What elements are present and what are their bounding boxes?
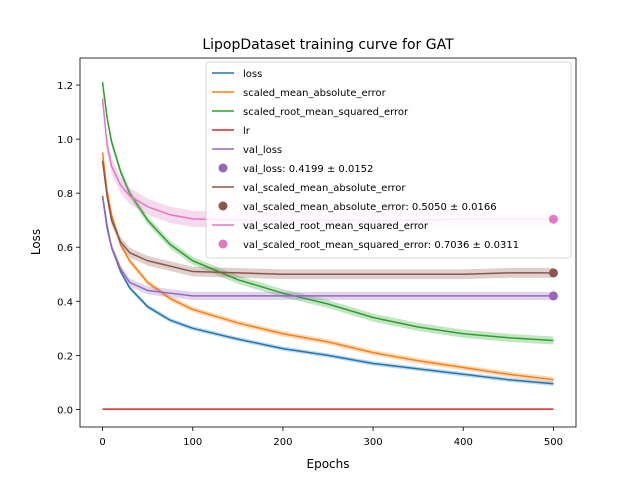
y-tick-label-0: 0.0 bbox=[57, 405, 73, 416]
x-tick-label-3: 300 bbox=[364, 437, 383, 448]
x-tick-label-1: 100 bbox=[183, 437, 202, 448]
series-line-scaled-root-mean-squared-error bbox=[101, 82, 554, 342]
legend-swatch-5 bbox=[218, 163, 228, 173]
legend-label-0: loss bbox=[243, 69, 262, 80]
x-tick-label-5: 500 bbox=[544, 437, 563, 448]
x-tick-label-4: 400 bbox=[454, 437, 473, 448]
legend-label-8: val_scaled_root_mean_squared_error bbox=[243, 221, 429, 232]
legend-swatch-7 bbox=[218, 201, 228, 211]
legend-label-3: lr bbox=[243, 126, 251, 137]
y-tick-label-6: 1.2 bbox=[57, 81, 73, 92]
legend-label-4: val_loss bbox=[243, 145, 282, 156]
series-line-val-loss bbox=[101, 195, 554, 297]
legend: loss scaled_mean_absolute_error scaled_roo… bbox=[205, 61, 572, 259]
x-tick-label-2: 200 bbox=[273, 437, 292, 448]
legend-box bbox=[205, 61, 572, 259]
series-band-val-loss bbox=[102, 191, 554, 300]
legend-label-6: val_scaled_mean_absolute_error bbox=[243, 183, 406, 194]
legend-label-1: scaled_mean_absolute_error bbox=[243, 88, 387, 99]
legend-label-7: val_scaled_mean_absolute_error: 0.5050 ±… bbox=[243, 202, 497, 213]
final-marker-1 bbox=[548, 268, 558, 278]
x-axis-label: Epochs bbox=[307, 457, 350, 471]
x-axis: 0 100 200 300 400 500 bbox=[99, 427, 563, 448]
chart-title: LipopDataset training curve for GAT bbox=[202, 37, 454, 53]
y-axis-label: Loss bbox=[29, 229, 43, 255]
y-tick-label-1: 0.2 bbox=[57, 351, 73, 362]
series-line-val-scaled-mean-absolute-error bbox=[101, 160, 554, 276]
y-tick-label-3: 0.6 bbox=[57, 243, 73, 254]
legend-label-5: val_loss: 0.4199 ± 0.0152 bbox=[243, 164, 373, 175]
y-tick-label-4: 0.8 bbox=[57, 189, 73, 200]
final-marker-0 bbox=[548, 291, 558, 301]
final-marker-2 bbox=[548, 214, 558, 224]
x-tick-label-0: 0 bbox=[99, 437, 105, 448]
legend-label-2: scaled_root_mean_squared_error bbox=[243, 107, 409, 118]
y-axis: 0.0 0.2 0.4 0.6 0.8 1.0 1.2 bbox=[57, 81, 80, 416]
axes-frame bbox=[79, 57, 577, 428]
y-tick-label-2: 0.4 bbox=[57, 297, 73, 308]
y-tick-label-5: 1.0 bbox=[57, 135, 73, 146]
legend-label-9: val_scaled_root_mean_squared_error: 0.70… bbox=[243, 240, 519, 251]
legend-swatch-9 bbox=[218, 239, 228, 249]
